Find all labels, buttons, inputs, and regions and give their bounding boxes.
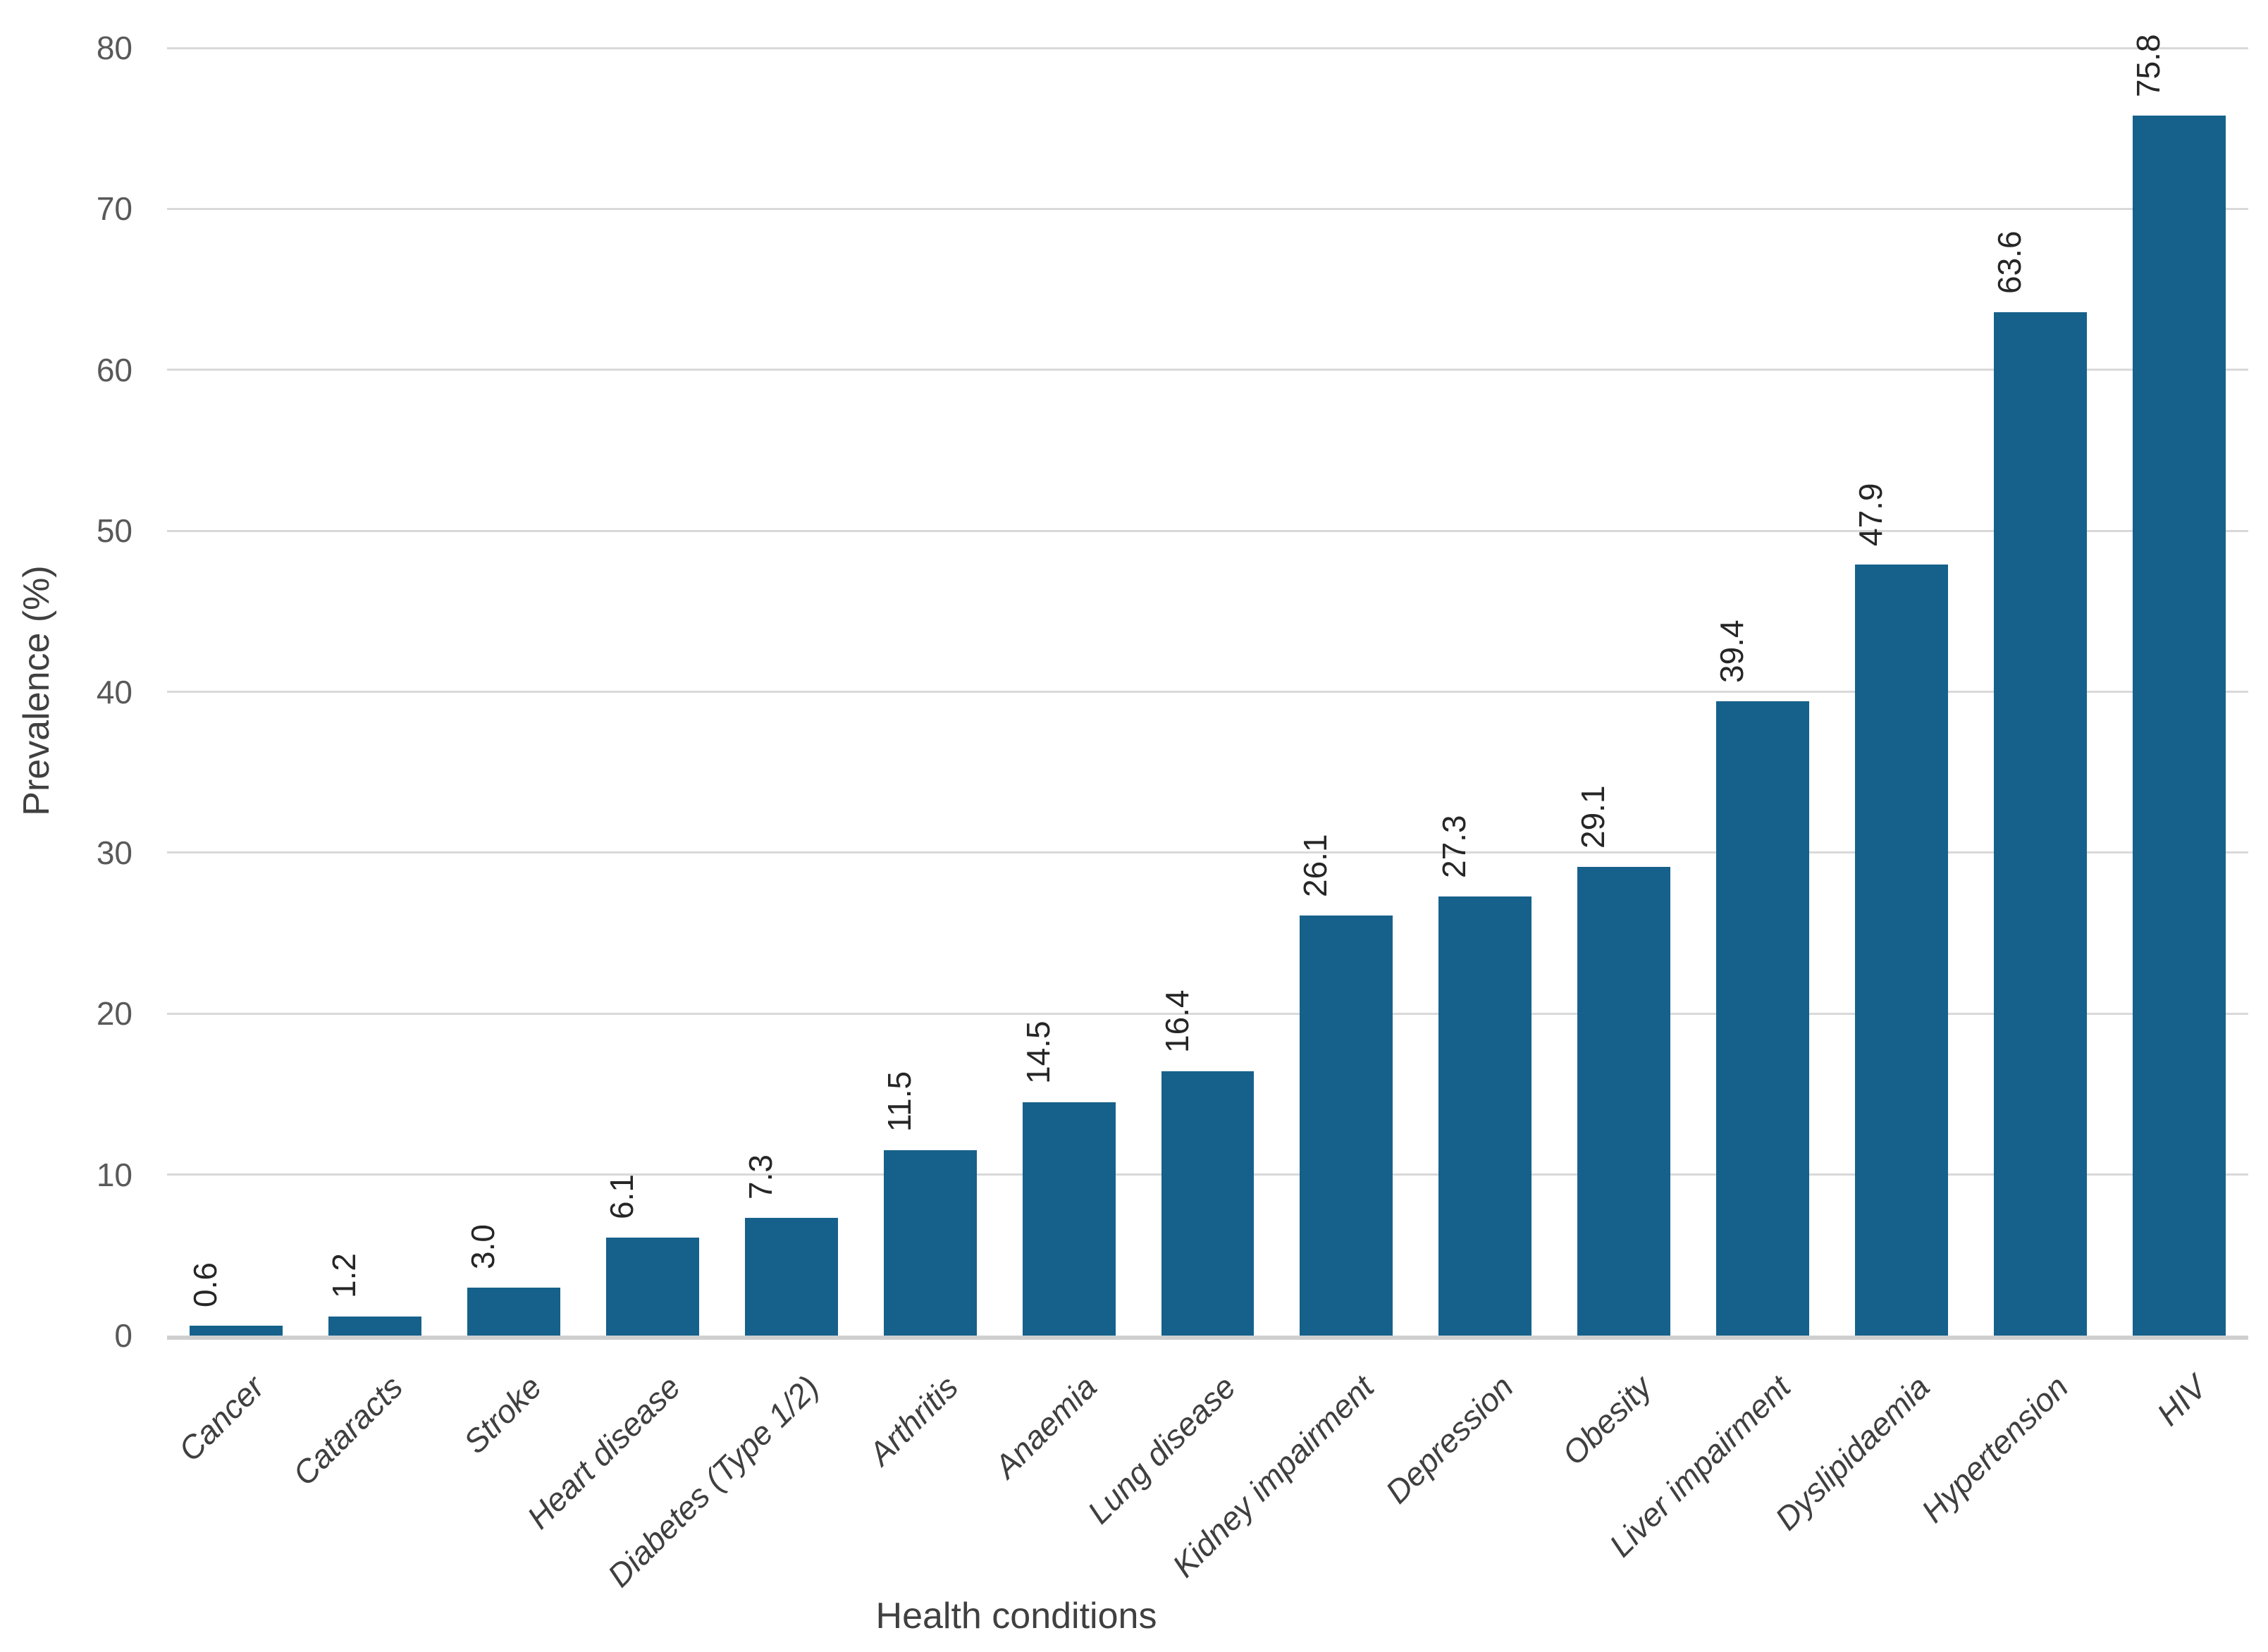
y-tick-label: 20 xyxy=(96,995,132,1032)
x-category-label: Arthritis xyxy=(861,1368,966,1472)
bar-value-label: 16.4 xyxy=(1158,990,1195,1054)
bar xyxy=(328,1316,422,1336)
bar-value-label: 3.0 xyxy=(464,1223,502,1269)
y-tick-label: 10 xyxy=(96,1156,132,1193)
gridline xyxy=(167,1012,2248,1015)
x-category-label: Cancer xyxy=(171,1368,271,1469)
bar-value-label: 6.1 xyxy=(603,1173,641,1219)
bar-value-label: 27.3 xyxy=(1436,815,1473,878)
x-axis-line xyxy=(167,1336,2248,1340)
x-category-label: HIV xyxy=(2149,1368,2214,1433)
x-category-label: Anaemia xyxy=(987,1368,1104,1485)
y-tick-label: 80 xyxy=(96,30,132,66)
y-tick-label: 30 xyxy=(96,834,132,871)
y-tick-label: 40 xyxy=(96,673,132,710)
bar-value-label: 29.1 xyxy=(1574,785,1612,849)
y-tick-label: 50 xyxy=(96,512,132,550)
bar xyxy=(1161,1071,1255,1336)
y-tick-label: 0 xyxy=(114,1317,132,1354)
gridline xyxy=(167,47,2248,49)
bar xyxy=(1577,867,1671,1336)
plot-area: 0.6 1.2 3.0 6.1 7.3 11.5 14.5 16.4 26.1 27.3 29.1 3… xyxy=(167,34,2248,1340)
bar-value-label: 63.6 xyxy=(1990,230,2028,294)
bar-value-label: 11.5 xyxy=(880,1071,918,1133)
x-axis-title: Health conditions xyxy=(875,1596,1157,1636)
gridline xyxy=(167,691,2248,693)
gridline xyxy=(167,207,2248,210)
gridline xyxy=(167,369,2248,371)
gridline xyxy=(167,529,2248,532)
bar xyxy=(1438,896,1532,1336)
x-axis-category-labels: Cancer Cataracts Stroke Heart disease Diabet… xyxy=(167,1340,2248,1650)
x-category-label: Cataracts xyxy=(285,1368,410,1493)
bar xyxy=(467,1287,561,1336)
bar-value-label: 0.6 xyxy=(187,1262,224,1308)
bar xyxy=(883,1150,977,1336)
bar xyxy=(744,1218,838,1336)
bar xyxy=(1022,1102,1116,1336)
y-tick-label: 70 xyxy=(96,190,132,228)
bar xyxy=(190,1326,283,1336)
bar xyxy=(1993,312,2087,1336)
x-category-label: Depression xyxy=(1378,1368,1520,1510)
bar xyxy=(1716,701,1809,1336)
bar-value-label: 26.1 xyxy=(1297,834,1334,897)
x-category-label: Hypertension xyxy=(1913,1368,2076,1530)
bar-value-label: 7.3 xyxy=(741,1154,779,1200)
y-axis-tick-labels: 0 10 20 30 40 50 60 70 80 xyxy=(0,32,132,1352)
bar xyxy=(2132,115,2226,1336)
bar xyxy=(1854,565,1948,1336)
bar-value-label: 14.5 xyxy=(1019,1021,1056,1084)
y-tick-label: 60 xyxy=(96,351,132,388)
bar-value-label: 39.4 xyxy=(1713,620,1750,684)
bar-value-label: 75.8 xyxy=(2129,34,2167,97)
x-category-label: Obesity xyxy=(1555,1368,1659,1472)
x-category-label: Stroke xyxy=(456,1368,549,1461)
bar xyxy=(606,1237,699,1336)
bar-value-label: 47.9 xyxy=(1851,483,1889,547)
bar xyxy=(1300,915,1393,1336)
bar-value-label: 1.2 xyxy=(326,1252,363,1298)
gridline xyxy=(167,851,2248,854)
